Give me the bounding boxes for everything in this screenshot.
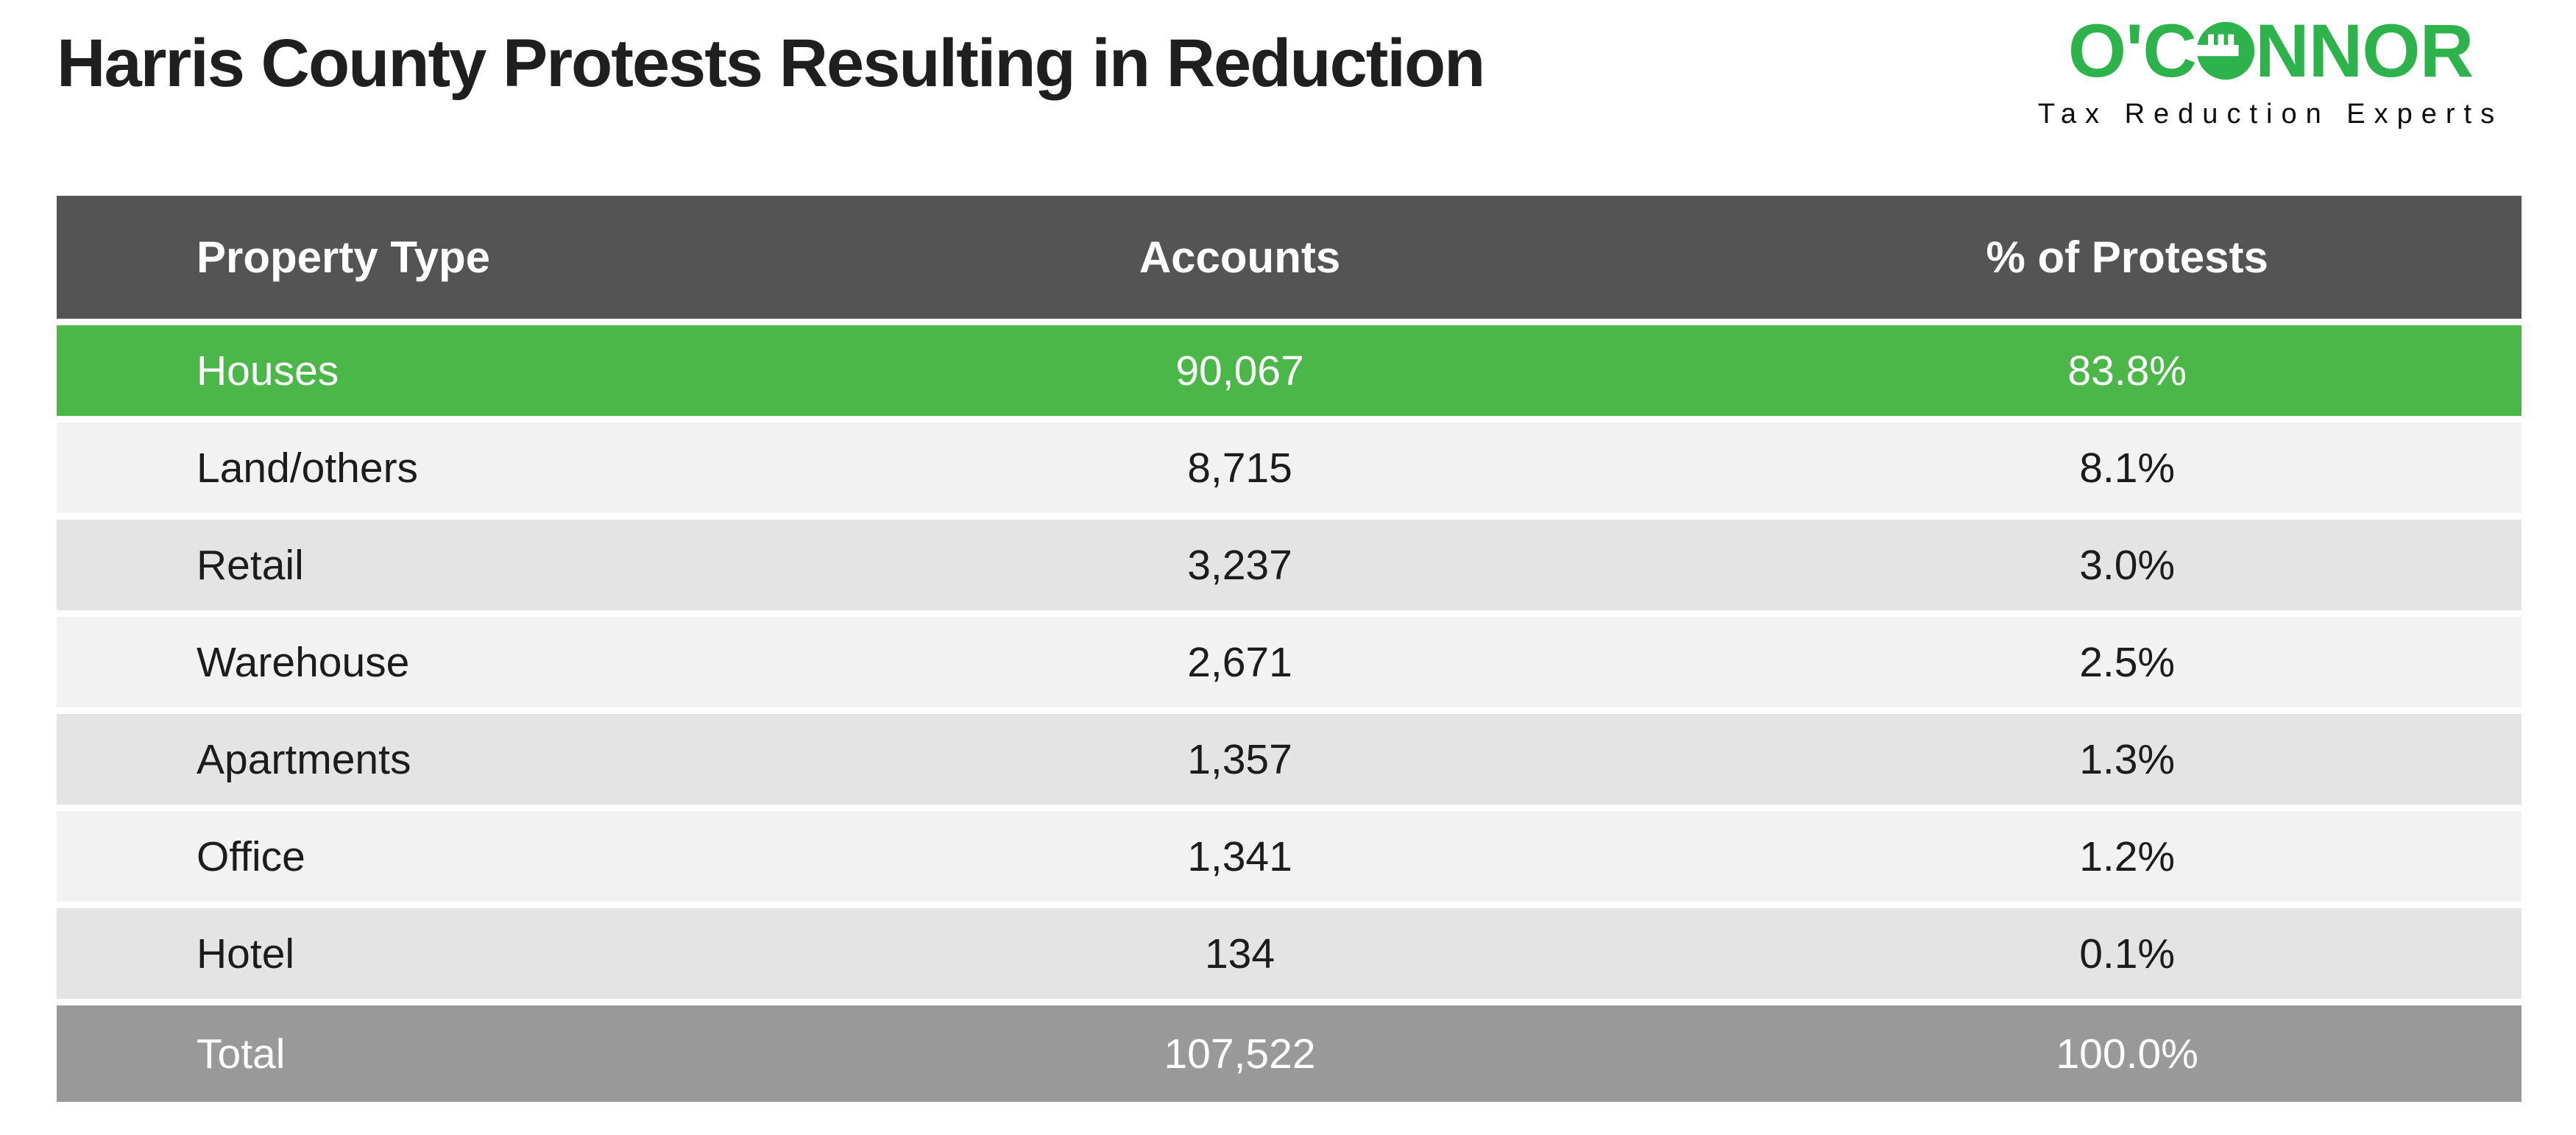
table-row-apartments: Apartments 1,357 1.3% [57,714,2522,805]
table-row-retail: Retail 3,237 3.0% [57,520,2522,610]
table-row-warehouse: Warehouse 2,671 2.5% [57,617,2522,707]
header-property-type: Property Type [197,233,490,282]
property-type-cell: Land/others [197,444,419,492]
accounts-cell: 134 [1204,930,1275,977]
logo-text-start: O'C [2067,9,2197,93]
logo-wordmark: O'C NNOR [2017,13,2524,88]
header-percent-protests: % of Protests [1986,233,2268,282]
property-type-cell: Houses [197,347,339,395]
property-type-cell: Hotel [197,930,295,977]
oconnor-logo: O'C NNOR Tax Reduction Experts [2017,13,2524,130]
table-header-row: Property Type Accounts % of Protests [57,196,2522,319]
percent-cell: 8.1% [2079,444,2176,492]
percent-cell: 1.2% [2079,832,2176,880]
accounts-cell: 1,357 [1187,735,1292,783]
key-icon [2195,21,2255,80]
header-accounts: Accounts [1139,233,1341,282]
percent-cell: 2.5% [2079,638,2176,686]
accounts-cell: 1,341 [1187,832,1292,880]
property-type-cell: Retail [197,541,304,589]
property-type-cell: Total [197,1030,286,1078]
percent-cell: 0.1% [2079,930,2176,977]
accounts-cell: 3,237 [1187,541,1292,589]
property-type-cell: Apartments [197,735,411,783]
page-title: Harris County Protests Resulting in Redu… [57,26,1485,101]
accounts-cell: 2,671 [1187,638,1292,686]
accounts-cell: 8,715 [1187,444,1292,492]
table-row-houses: Houses 90,067 83.8% [57,325,2522,416]
protests-table: Property Type Accounts % of Protests Hou… [57,196,2522,1102]
percent-cell: 1.3% [2079,735,2176,783]
logo-tagline: Tax Reduction Experts [2037,99,2504,130]
table-row-office: Office 1,341 1.2% [57,811,2522,902]
logo-text-end: NNOR [2254,9,2474,93]
table-row-hotel: Hotel 134 0.1% [57,908,2522,999]
property-type-cell: Office [197,832,305,880]
table-row-total: Total 107,522 100.0% [57,1005,2522,1102]
accounts-cell: 90,067 [1175,347,1304,395]
percent-cell: 100.0% [2056,1030,2198,1078]
table-row-land-others: Land/others 8,715 8.1% [57,422,2522,513]
percent-cell: 3.0% [2079,541,2176,589]
property-type-cell: Warehouse [197,638,410,686]
percent-cell: 83.8% [2067,347,2187,395]
accounts-cell: 107,522 [1164,1030,1316,1078]
